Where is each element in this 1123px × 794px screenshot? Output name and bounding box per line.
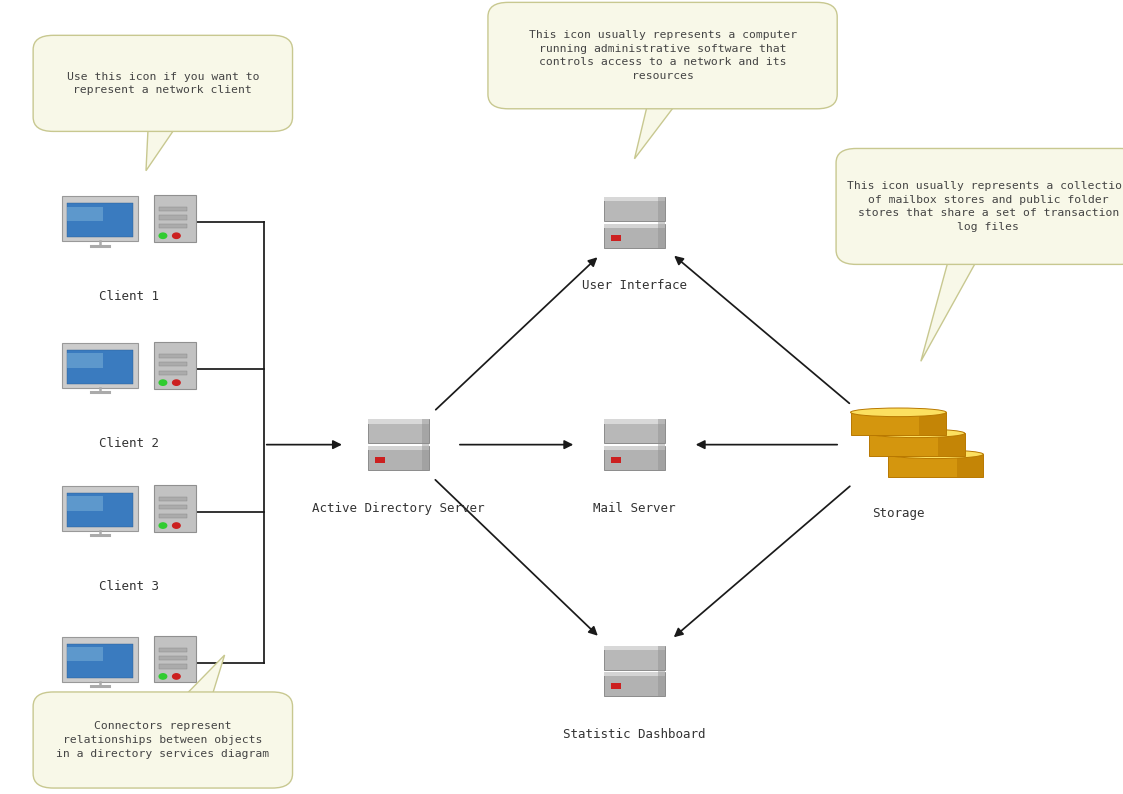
FancyBboxPatch shape (368, 419, 429, 443)
Circle shape (159, 380, 166, 385)
FancyBboxPatch shape (67, 203, 133, 237)
FancyBboxPatch shape (611, 683, 621, 689)
Circle shape (173, 523, 180, 528)
FancyBboxPatch shape (611, 234, 621, 241)
Polygon shape (182, 655, 225, 699)
FancyBboxPatch shape (604, 224, 665, 228)
FancyBboxPatch shape (604, 197, 665, 221)
FancyBboxPatch shape (158, 215, 188, 219)
Text: Client 3: Client 3 (99, 580, 159, 592)
FancyBboxPatch shape (604, 197, 665, 202)
Circle shape (159, 233, 166, 238)
Circle shape (173, 380, 180, 385)
FancyBboxPatch shape (938, 434, 965, 456)
FancyBboxPatch shape (158, 665, 188, 669)
FancyBboxPatch shape (375, 457, 385, 463)
Circle shape (173, 233, 180, 238)
Text: Statistic Dashboard: Statistic Dashboard (564, 728, 705, 741)
Circle shape (159, 523, 166, 528)
FancyBboxPatch shape (154, 485, 195, 532)
FancyBboxPatch shape (67, 644, 133, 677)
FancyBboxPatch shape (836, 148, 1123, 264)
FancyBboxPatch shape (604, 446, 665, 470)
FancyBboxPatch shape (67, 353, 103, 368)
Ellipse shape (850, 408, 947, 417)
FancyBboxPatch shape (368, 446, 429, 450)
Text: Client 1: Client 1 (99, 290, 159, 303)
FancyBboxPatch shape (957, 454, 984, 477)
FancyBboxPatch shape (33, 35, 292, 132)
FancyBboxPatch shape (154, 195, 195, 242)
Text: Storage: Storage (873, 507, 924, 519)
Text: Client 4: Client 4 (99, 730, 159, 743)
FancyBboxPatch shape (67, 206, 103, 221)
FancyBboxPatch shape (154, 636, 195, 683)
FancyBboxPatch shape (604, 646, 665, 650)
FancyBboxPatch shape (658, 197, 665, 248)
FancyBboxPatch shape (67, 493, 133, 526)
FancyBboxPatch shape (604, 419, 665, 424)
Text: Use this icon if you want to
represent a network client: Use this icon if you want to represent a… (66, 71, 259, 95)
FancyBboxPatch shape (658, 646, 665, 696)
Circle shape (159, 674, 166, 679)
Text: This icon usually represents a collection
of mailbox stores and public folder
st: This icon usually represents a collectio… (847, 181, 1123, 232)
FancyBboxPatch shape (62, 343, 138, 388)
FancyBboxPatch shape (158, 656, 188, 660)
FancyBboxPatch shape (604, 419, 665, 443)
FancyBboxPatch shape (154, 342, 195, 389)
FancyBboxPatch shape (158, 648, 188, 652)
FancyBboxPatch shape (158, 224, 188, 228)
FancyBboxPatch shape (67, 647, 103, 661)
Ellipse shape (887, 450, 984, 459)
FancyBboxPatch shape (604, 224, 665, 248)
FancyBboxPatch shape (62, 637, 138, 682)
FancyBboxPatch shape (62, 196, 138, 241)
FancyBboxPatch shape (62, 486, 138, 531)
FancyBboxPatch shape (158, 354, 188, 358)
FancyBboxPatch shape (158, 207, 188, 211)
FancyBboxPatch shape (604, 673, 665, 696)
FancyBboxPatch shape (611, 457, 621, 463)
FancyBboxPatch shape (604, 446, 665, 450)
Text: User Interface: User Interface (582, 279, 687, 292)
FancyBboxPatch shape (422, 419, 429, 470)
FancyBboxPatch shape (920, 412, 947, 435)
FancyBboxPatch shape (368, 419, 429, 424)
Text: Client 2: Client 2 (99, 437, 159, 449)
FancyBboxPatch shape (658, 419, 665, 470)
FancyBboxPatch shape (368, 446, 429, 470)
Circle shape (173, 674, 180, 679)
FancyBboxPatch shape (887, 454, 984, 477)
FancyBboxPatch shape (869, 434, 965, 456)
FancyBboxPatch shape (158, 505, 188, 509)
Text: Mail Server: Mail Server (593, 502, 676, 515)
FancyBboxPatch shape (67, 496, 103, 511)
Polygon shape (146, 125, 177, 171)
FancyBboxPatch shape (158, 497, 188, 501)
FancyBboxPatch shape (158, 371, 188, 375)
FancyBboxPatch shape (33, 692, 292, 788)
FancyBboxPatch shape (487, 2, 837, 109)
Text: Connectors represent
relationships between objects
in a directory services diagr: Connectors represent relationships betwe… (56, 722, 270, 758)
FancyBboxPatch shape (604, 646, 665, 669)
FancyBboxPatch shape (850, 412, 947, 435)
Text: Active Directory Server: Active Directory Server (312, 502, 485, 515)
Polygon shape (634, 102, 677, 159)
FancyBboxPatch shape (158, 514, 188, 518)
FancyBboxPatch shape (67, 350, 133, 384)
Text: This icon usually represents a computer
running administrative software that
con: This icon usually represents a computer … (529, 30, 796, 81)
FancyBboxPatch shape (604, 673, 665, 676)
Polygon shape (921, 258, 978, 361)
FancyBboxPatch shape (158, 362, 188, 366)
Ellipse shape (869, 429, 965, 437)
